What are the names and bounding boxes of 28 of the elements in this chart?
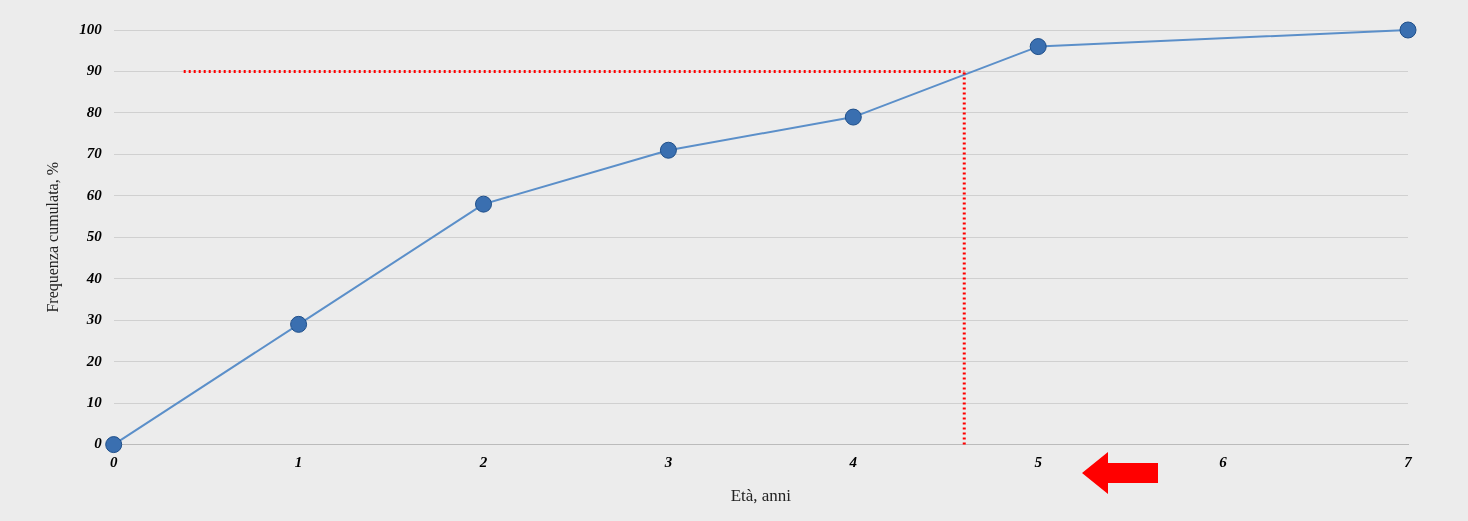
- y-tick-label: 20: [85, 352, 103, 369]
- y-tick-label: 30: [85, 311, 103, 328]
- x-tick-label: 0: [109, 454, 118, 471]
- y-tick-label: 60: [86, 186, 103, 203]
- x-tick-label: 1: [294, 454, 303, 471]
- point: [105, 436, 123, 454]
- y-tick-label: 80: [86, 103, 103, 120]
- y-tick-label: 50: [86, 228, 103, 245]
- point: [290, 315, 308, 333]
- x-axis-title: Età, anni: [730, 486, 792, 506]
- y-tick-label: 70: [86, 145, 103, 162]
- y-tick-label: 100: [79, 20, 103, 37]
- x-tick-label: 3: [663, 454, 673, 471]
- point: [1399, 21, 1417, 39]
- point: [475, 195, 492, 213]
- y-tick-label: 40: [85, 269, 103, 286]
- point: [1029, 38, 1047, 56]
- y-tick-label: 0: [94, 435, 103, 452]
- x-tick-label: 2: [478, 454, 488, 471]
- y-tick-label: 10: [86, 394, 103, 411]
- x-tick-label: 7: [1404, 454, 1413, 471]
- x-tick-label: 6: [1219, 454, 1228, 471]
- y-tick-label: 90: [86, 62, 103, 79]
- y-axis-title: Frequenza cumulata, %: [43, 162, 62, 313]
- x-tick-label: 5: [1034, 454, 1043, 471]
- point: [844, 108, 862, 126]
- point: [659, 141, 677, 159]
- x-tick-label: 4: [848, 454, 858, 471]
